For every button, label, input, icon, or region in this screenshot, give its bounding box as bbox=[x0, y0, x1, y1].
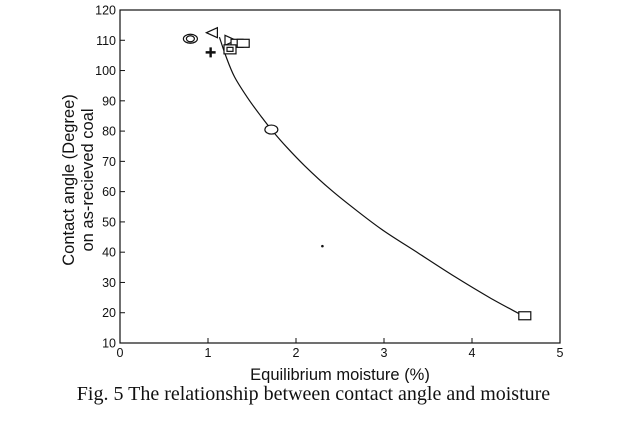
x-tick-label: 3 bbox=[381, 346, 388, 360]
data-point-square bbox=[518, 311, 532, 321]
x-tick-label: 5 bbox=[557, 346, 564, 360]
y-tick-label: 60 bbox=[102, 185, 116, 199]
data-point-square bbox=[236, 38, 250, 48]
fit-curve-layer bbox=[218, 36, 524, 317]
x-tick-label: 0 bbox=[117, 346, 124, 360]
y-tick-label: 100 bbox=[95, 64, 116, 78]
figure-caption: Fig. 5 The relationship between contact … bbox=[76, 383, 551, 405]
data-point-double-square bbox=[223, 44, 237, 55]
x-tick-label: 2 bbox=[293, 346, 300, 360]
data-point-plus bbox=[205, 47, 216, 58]
chart: 10 20 30 40 50 60 70 80 90 100 110 120 0 1 2 3 4 5 Equil… bbox=[60, 4, 564, 384]
x-tick-label: 1 bbox=[205, 346, 212, 360]
data-points bbox=[182, 26, 532, 321]
x-axis-ticks: 0 1 2 3 4 5 bbox=[117, 338, 564, 360]
y-tick-label: 10 bbox=[102, 337, 116, 351]
y-tick-label: 30 bbox=[102, 276, 116, 290]
data-point-triangle-left bbox=[204, 26, 218, 39]
plot-border bbox=[119, 9, 561, 344]
y-tick-label: 120 bbox=[95, 4, 116, 18]
y-tick-label: 90 bbox=[102, 94, 116, 108]
y-axis-title-line-1: Contact angle (Degree) bbox=[60, 94, 78, 266]
y-axis-ticks: 10 20 30 40 50 60 70 80 90 100 110 120 bbox=[95, 4, 125, 351]
data-point-dot bbox=[321, 244, 324, 248]
x-axis-title: Equilibrium moisture (%) bbox=[250, 366, 430, 383]
y-tick-label: 70 bbox=[102, 155, 116, 169]
fit-curve bbox=[218, 36, 524, 317]
data-point-circle bbox=[264, 124, 279, 135]
x-tick-label: 4 bbox=[469, 346, 476, 360]
y-tick-label: 80 bbox=[102, 125, 116, 139]
y-tick-label: 50 bbox=[102, 215, 116, 229]
y-axis-title-line-2: on as-recieved coal bbox=[79, 108, 97, 251]
y-tick-label: 20 bbox=[102, 306, 116, 320]
y-tick-label: 40 bbox=[102, 246, 116, 260]
data-point-double-circle bbox=[182, 33, 198, 44]
y-tick-label: 110 bbox=[96, 34, 116, 48]
plot-frame bbox=[119, 9, 561, 344]
